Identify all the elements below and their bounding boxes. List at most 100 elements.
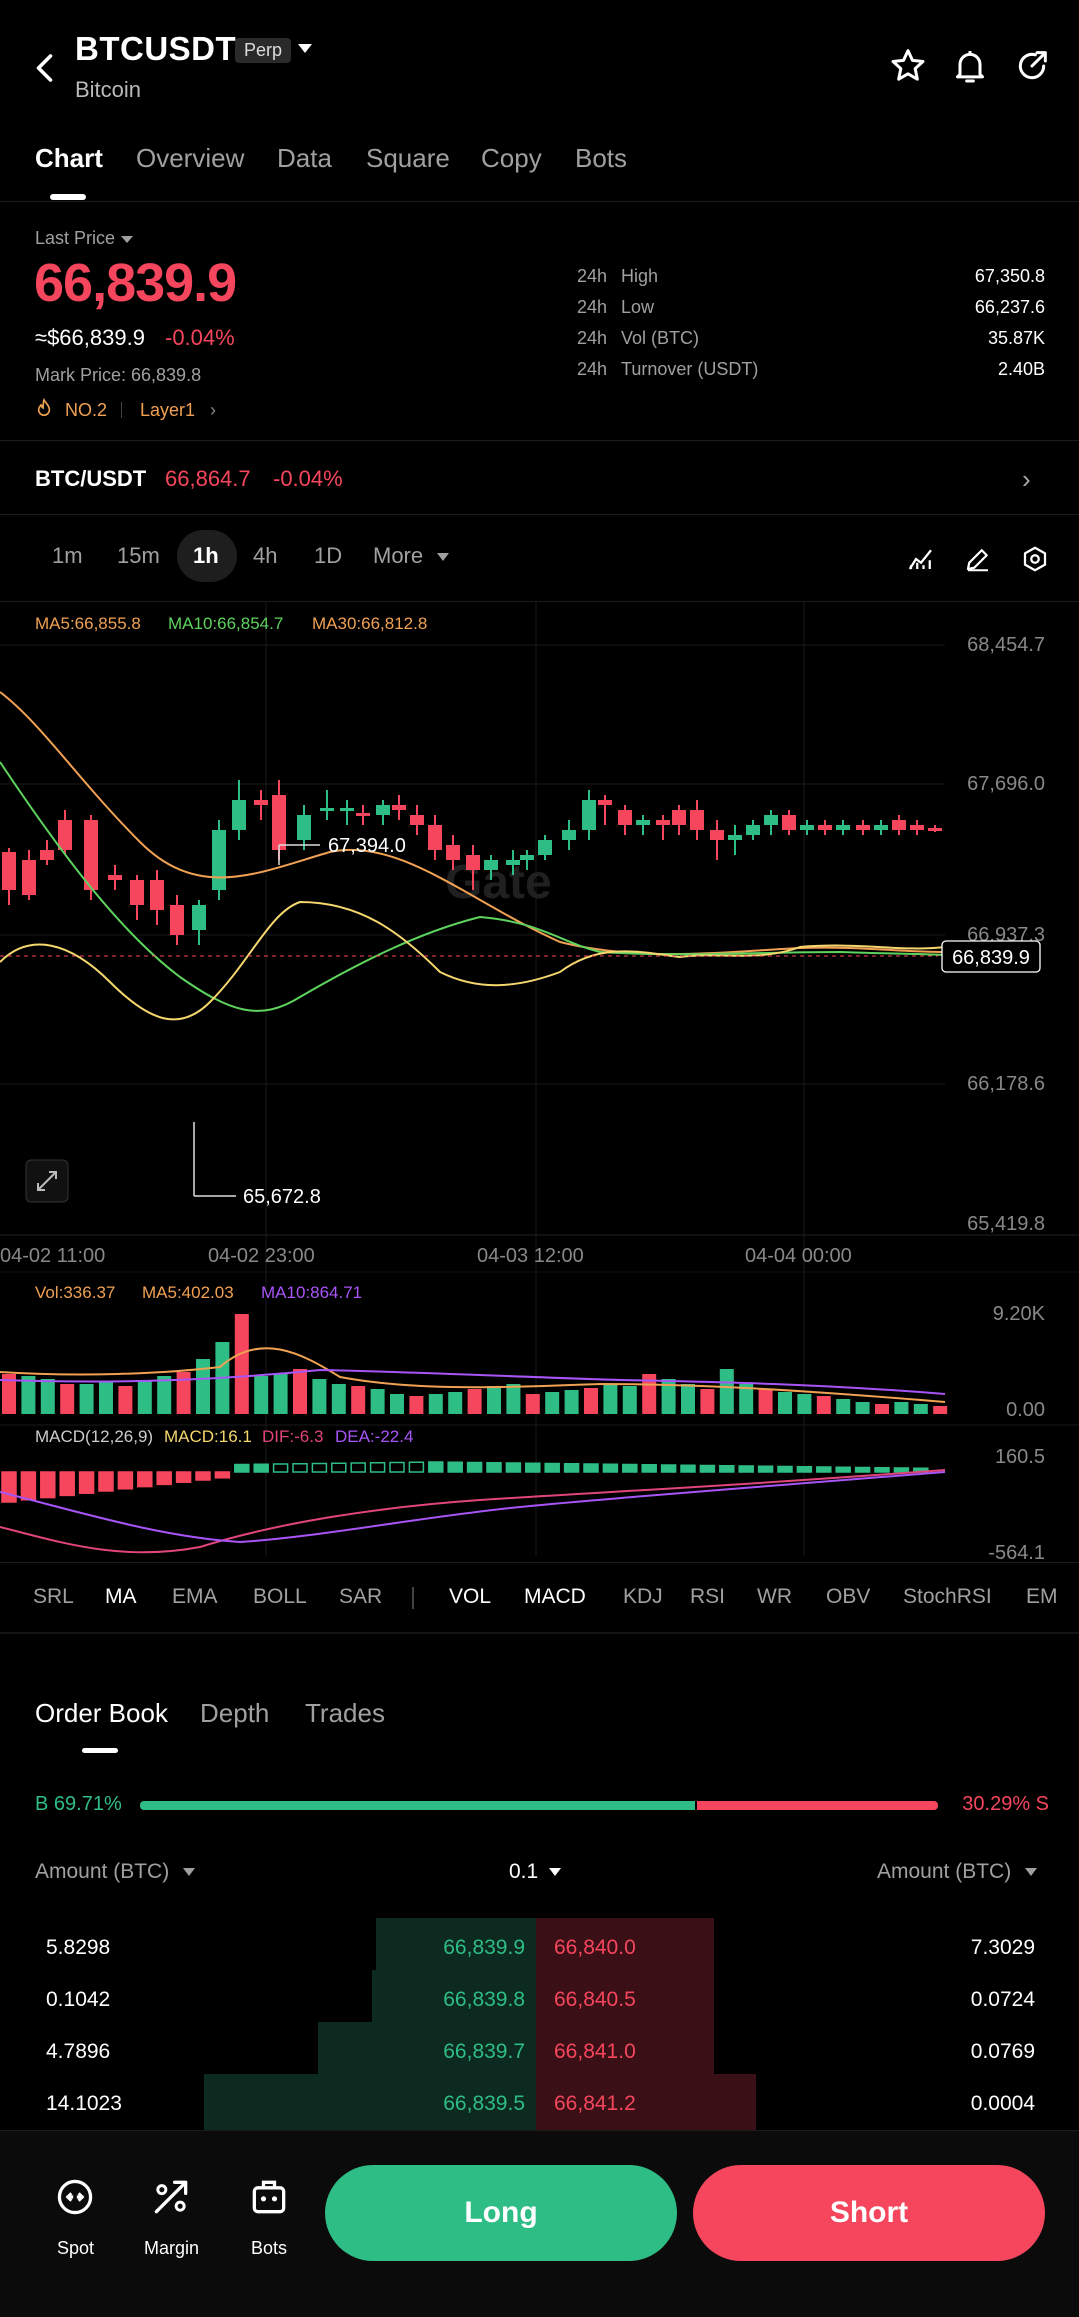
bid-amount[interactable]: 5.8298 [46, 1936, 111, 1959]
macd-bar [98, 1471, 114, 1492]
fullscreen-icon[interactable] [25, 1159, 69, 1203]
indicator-vol[interactable]: VOL [449, 1585, 492, 1608]
candle-body [836, 825, 850, 830]
draw-icon[interactable] [963, 544, 993, 574]
candle-body [484, 860, 498, 870]
share-icon[interactable] [1012, 46, 1052, 86]
y-tick: 65,419.8 [967, 1213, 1045, 1235]
amount-header-right[interactable]: Amount (BTC) [877, 1860, 1012, 1883]
last-price-label[interactable]: Last Price [35, 228, 116, 248]
candle-body [170, 905, 184, 935]
timeframe-4h[interactable]: 4h [253, 543, 278, 568]
kline-chart[interactable]: Gate MA5:66,855.8 MA10:66,854.7 MA30:66,… [0, 602, 1079, 1562]
vol-label: Vol:336.37 [35, 1283, 115, 1302]
macd-bar [699, 1464, 716, 1473]
candle-body [672, 810, 686, 825]
candle-body [376, 805, 390, 815]
timeframe-1d[interactable]: 1D [314, 543, 343, 568]
bid-price[interactable]: 66,839.5 [443, 2092, 525, 2115]
star-icon[interactable] [888, 46, 928, 86]
ma10-line [0, 761, 946, 1012]
timeframe-1h[interactable]: 1h [193, 543, 219, 568]
buy-ratio: B 69.71% [35, 1793, 122, 1815]
indicator-kdj[interactable]: KDJ [623, 1585, 663, 1608]
bid-amount[interactable]: 4.7896 [46, 2040, 111, 2063]
dropdown-icon[interactable] [183, 1868, 195, 1876]
tab-bots[interactable]: Bots [575, 143, 628, 173]
tab-copy[interactable]: Copy [481, 143, 542, 173]
sector-tag[interactable]: Layer1 [140, 400, 196, 420]
more-dropdown-icon[interactable] [437, 553, 449, 561]
tab-square[interactable]: Square [366, 143, 450, 173]
indicator-boll[interactable]: BOLL [253, 1585, 307, 1608]
ask-price[interactable]: 66,840.5 [554, 1988, 636, 2011]
tab-order-book[interactable]: Order Book [35, 1698, 168, 1728]
volume-bar [370, 1389, 385, 1414]
indicator-srl[interactable]: SRL [33, 1585, 74, 1608]
last-price-dropdown-icon[interactable] [121, 236, 133, 243]
indicator-obv[interactable]: OBV [826, 1585, 871, 1608]
indicator-ema[interactable]: EMA [172, 1585, 218, 1608]
indicator-rsi[interactable]: RSI [690, 1585, 726, 1608]
short-button[interactable]: Short [693, 2165, 1045, 2261]
bid-price[interactable]: 66,839.7 [443, 2040, 525, 2063]
bid-price[interactable]: 66,839.9 [443, 1936, 525, 1959]
indicator-stochrsi[interactable]: StochRSI [903, 1585, 992, 1608]
margin-label[interactable]: Margin [144, 2238, 200, 2258]
pair-dropdown-icon[interactable] [298, 44, 312, 53]
bid-amount[interactable]: 0.1042 [46, 1988, 111, 2011]
timeframe-more[interactable]: More [373, 543, 424, 568]
tab-data[interactable]: Data [277, 143, 332, 173]
spot-pair[interactable]: BTC/USDT [35, 466, 147, 491]
long-button[interactable]: Long [325, 2165, 677, 2261]
candle-body [710, 830, 724, 840]
timeframe-1m[interactable]: 1m [52, 543, 83, 568]
timeframe-15m[interactable]: 15m [117, 543, 160, 568]
amount-header-left[interactable]: Amount (BTC) [35, 1860, 170, 1883]
indicator-sar[interactable]: SAR [339, 1585, 383, 1608]
candle-body [520, 855, 534, 860]
ask-amount[interactable]: 0.0724 [970, 1988, 1035, 2011]
indicator-ma[interactable]: MA [105, 1585, 137, 1608]
macd-bar [466, 1461, 483, 1473]
indicator-macd[interactable]: MACD [524, 1585, 586, 1608]
volume-ma-lines [0, 1347, 946, 1403]
bots-icon[interactable] [247, 2175, 291, 2219]
macd-bar [796, 1466, 813, 1473]
pair-title[interactable]: BTCUSDT [75, 30, 237, 67]
ask-amount[interactable]: 7.3029 [970, 1936, 1035, 1959]
settings-icon[interactable] [1020, 544, 1050, 574]
dropdown-icon[interactable] [549, 1868, 561, 1876]
perp-badge: Perp [235, 38, 292, 63]
volume-bar [894, 1402, 909, 1414]
ask-price[interactable]: 66,840.0 [554, 1936, 636, 1959]
macd-bar [835, 1466, 851, 1473]
divider [0, 1562, 1079, 1563]
tab-overview[interactable]: Overview [136, 143, 245, 173]
bid-amount[interactable]: 14.1023 [46, 2092, 122, 2115]
macd-bar [525, 1462, 541, 1473]
spot-icon[interactable] [53, 2175, 97, 2219]
ask-amount[interactable]: 0.0769 [970, 2040, 1035, 2063]
bell-icon[interactable] [950, 46, 990, 86]
spot-label[interactable]: Spot [57, 2238, 95, 2258]
tab-depth[interactable]: Depth [200, 1698, 270, 1728]
bid-price[interactable]: 66,839.8 [443, 1988, 525, 2011]
margin-icon[interactable] [149, 2175, 193, 2219]
rank-badge[interactable]: NO.2 [65, 400, 108, 420]
chevron-right-icon[interactable]: › [210, 400, 216, 420]
ask-price[interactable]: 66,841.2 [554, 2092, 636, 2115]
volume-bar [700, 1389, 715, 1414]
ask-amount[interactable]: 0.0004 [970, 2092, 1035, 2115]
indicator-em[interactable]: EM [1026, 1585, 1058, 1608]
indicator-icon[interactable] [906, 544, 936, 574]
chevron-right-icon[interactable]: › [1022, 464, 1031, 494]
indicator-wr[interactable]: WR [757, 1585, 792, 1608]
back-icon[interactable] [28, 50, 64, 86]
bots-label[interactable]: Bots [251, 2238, 288, 2258]
precision-select[interactable]: 0.1 [509, 1860, 539, 1883]
ask-price[interactable]: 66,841.0 [554, 2040, 636, 2063]
tab-chart[interactable]: Chart [35, 143, 103, 173]
dropdown-icon[interactable] [1025, 1868, 1037, 1876]
tab-trades[interactable]: Trades [305, 1698, 385, 1728]
